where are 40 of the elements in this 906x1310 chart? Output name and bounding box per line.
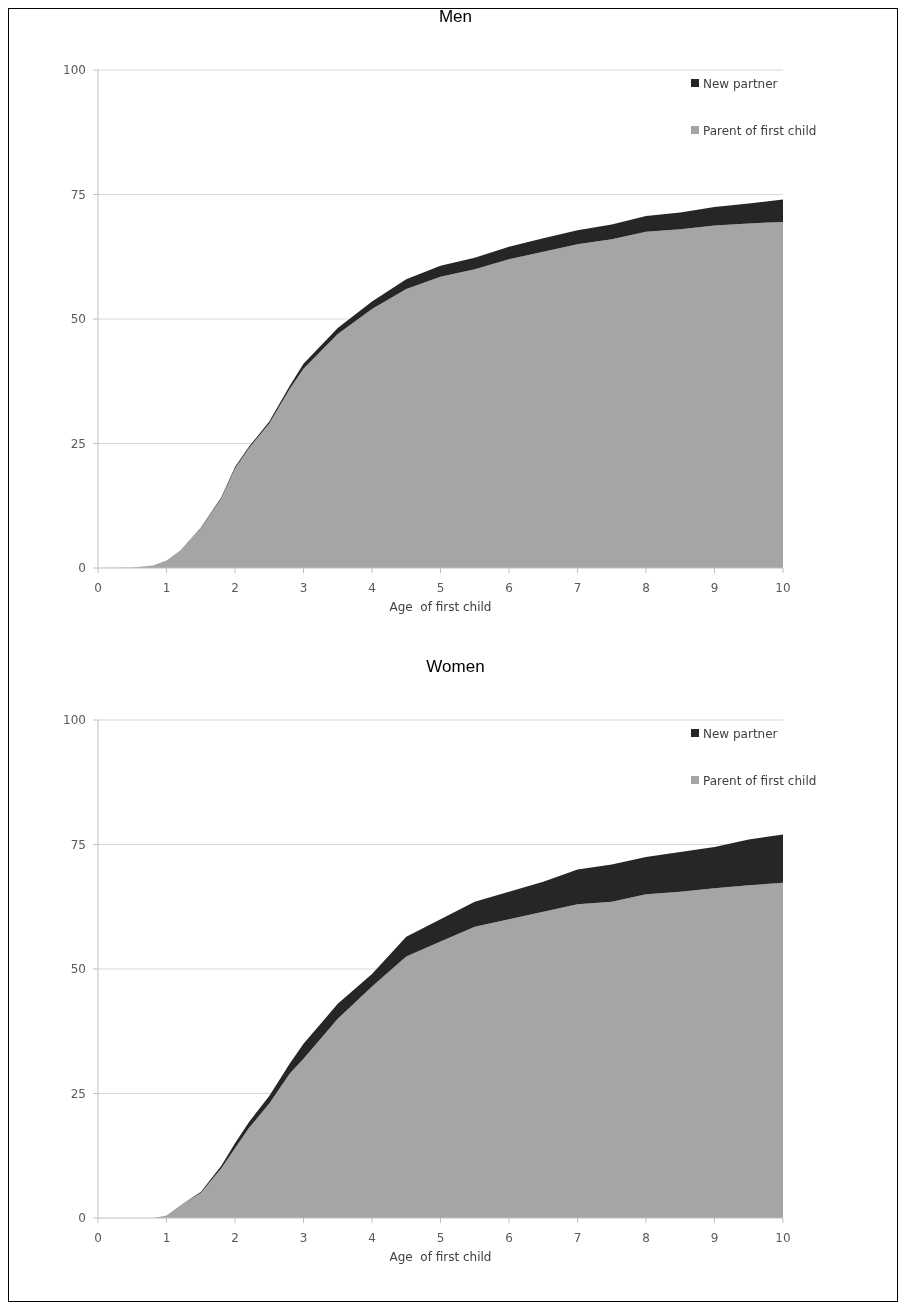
y-tick-label: 50: [70, 312, 86, 327]
legend-label: Parent of first child: [703, 124, 817, 138]
x-tick-label: 10: [775, 581, 791, 595]
y-tick-label: 100: [63, 713, 86, 728]
x-tick-label: 3: [299, 1231, 308, 1245]
x-tick-label: 7: [573, 581, 582, 595]
x-axis-title: Age of first child: [389, 1250, 492, 1264]
x-tick-label: 9: [710, 1231, 719, 1245]
y-tick-label: 100: [63, 63, 86, 78]
x-tick-label: 7: [573, 1231, 582, 1245]
legend-label: New partner: [703, 77, 778, 91]
y-tick-label: 25: [70, 1086, 86, 1101]
legend-label: Parent of first child: [703, 774, 817, 788]
y-tick-label: 0: [78, 561, 86, 576]
x-tick-label: 9: [710, 581, 719, 595]
x-tick-label: 6: [505, 1231, 513, 1245]
x-tick-label: 1: [162, 1231, 171, 1245]
x-tick-label: 2: [231, 1231, 239, 1245]
x-tick-label: 8: [642, 1231, 650, 1245]
y-tick-label: 75: [70, 187, 86, 202]
x-tick-label: 0: [94, 1231, 102, 1245]
y-tick-label: 25: [70, 436, 86, 451]
chart-title: Men: [438, 7, 473, 26]
legend-label: New partner: [703, 727, 778, 741]
chart-title: Women: [426, 657, 485, 676]
x-tick-label: 2: [231, 581, 239, 595]
x-tick-label: 5: [436, 581, 445, 595]
x-tick-label: 6: [505, 581, 513, 595]
x-tick-label: 0: [94, 581, 102, 595]
x-axis-title: Age of first child: [389, 600, 492, 614]
y-tick-label: 75: [70, 837, 86, 852]
y-tick-label: 0: [78, 1211, 86, 1226]
y-tick-label: 50: [70, 962, 86, 977]
x-tick-label: 10: [775, 1231, 791, 1245]
x-tick-label: 5: [436, 1231, 445, 1245]
x-tick-label: 4: [368, 1231, 376, 1245]
x-tick-label: 8: [642, 581, 650, 595]
x-tick-label: 4: [368, 581, 376, 595]
x-tick-label: 1: [162, 581, 171, 595]
x-tick-label: 3: [299, 581, 308, 595]
